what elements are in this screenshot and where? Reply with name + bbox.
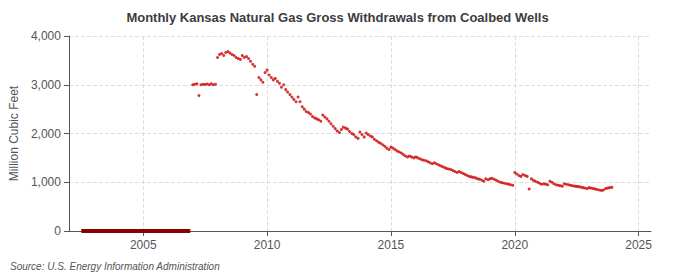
svg-text:2020: 2020 [501,238,528,252]
svg-text:2015: 2015 [378,238,405,252]
svg-text:Source: U.S. Energy Informatio: Source: U.S. Energy Information Administ… [10,261,220,272]
svg-text:3,000: 3,000 [31,78,61,92]
svg-text:2010: 2010 [254,238,281,252]
svg-text:Million Cubic Feet: Million Cubic Feet [7,85,21,181]
svg-text:4,000: 4,000 [31,29,61,43]
svg-text:0: 0 [54,224,61,238]
svg-text:2,000: 2,000 [31,127,61,141]
svg-text:1,000: 1,000 [31,175,61,189]
svg-text:2005: 2005 [130,238,157,252]
svg-text:Monthly Kansas Natural Gas Gro: Monthly Kansas Natural Gas Gross Withdra… [126,10,548,25]
svg-text:2025: 2025 [625,238,652,252]
